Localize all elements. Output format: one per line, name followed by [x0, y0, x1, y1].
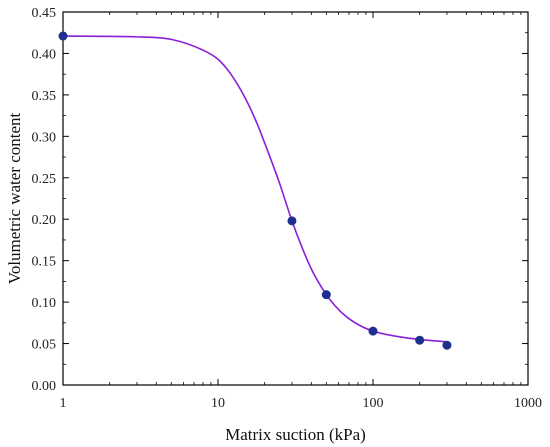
data-point [58, 31, 68, 41]
data-point [442, 340, 452, 350]
x-axis-title: Matrix suction (kPa) [225, 425, 366, 444]
y-tick-label: 0.40 [32, 47, 57, 62]
axes: 1 10 100 1000 0.00 0.05 0.10 0.15 0.20 0.25 0.30 0.… [32, 6, 543, 411]
data-point [287, 216, 297, 226]
y-tick-label: 0.30 [32, 130, 57, 145]
y-tick-label: 0.20 [32, 213, 57, 228]
x-tick-label: 100 [363, 396, 384, 411]
y-tick-label: 0.05 [32, 338, 57, 353]
fitted-curve-layer [62, 35, 448, 343]
data-point [415, 335, 425, 345]
x-tick-label: 10 [211, 396, 225, 411]
y-axis-title: Volumetric water content [5, 112, 24, 284]
y-tick-label: 0.35 [32, 89, 57, 104]
x-tick-label: 1000 [514, 396, 542, 411]
y-tick-label: 0.25 [32, 172, 57, 187]
y-tick-label: 0.10 [32, 296, 57, 311]
y-tick-label: 0.00 [32, 379, 57, 394]
y-tick-label: 0.45 [32, 6, 57, 21]
y-tick-label: 0.15 [32, 255, 57, 270]
data-point [321, 290, 331, 300]
data-points-layer [58, 31, 452, 350]
data-point [368, 326, 378, 336]
plot-frame [62, 11, 529, 386]
fitted-curve [62, 35, 448, 343]
x-tick-label: 1 [60, 396, 67, 411]
